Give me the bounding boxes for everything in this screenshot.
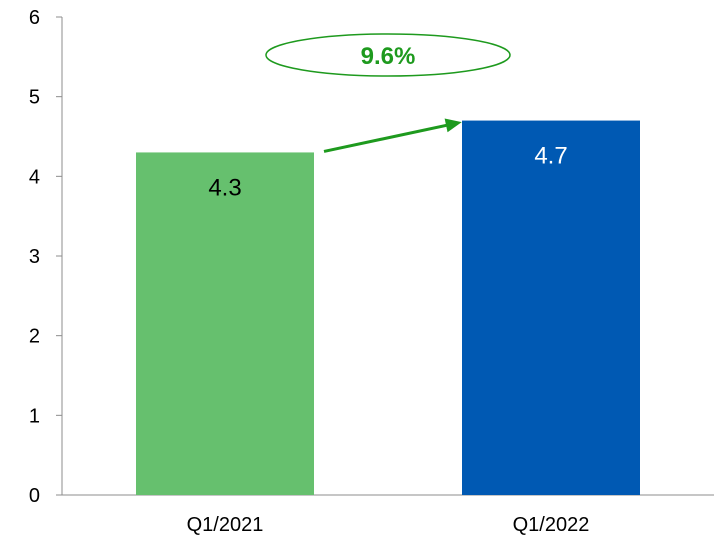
growth-arrow-head (444, 118, 462, 133)
data-label: 4.3 (208, 174, 241, 201)
data-label: 4.7 (534, 143, 567, 170)
y-tick-label: 1 (29, 405, 40, 427)
y-tick-label: 6 (29, 7, 40, 29)
growth-percentage: 9.6% (361, 43, 416, 70)
y-tick-label: 5 (29, 87, 40, 109)
y-tick-label: 3 (29, 246, 40, 268)
growth-arrow-line (323, 123, 451, 153)
growth-ellipse (265, 33, 511, 77)
bar (462, 120, 640, 496)
x-category-label: Q1/2022 (513, 514, 590, 536)
y-tick-label: 4 (29, 166, 40, 188)
y-tick-label: 2 (29, 326, 40, 348)
y-tick-label: 0 (29, 485, 40, 507)
x-category-label: Q1/2021 (187, 514, 264, 536)
bar (136, 152, 314, 495)
